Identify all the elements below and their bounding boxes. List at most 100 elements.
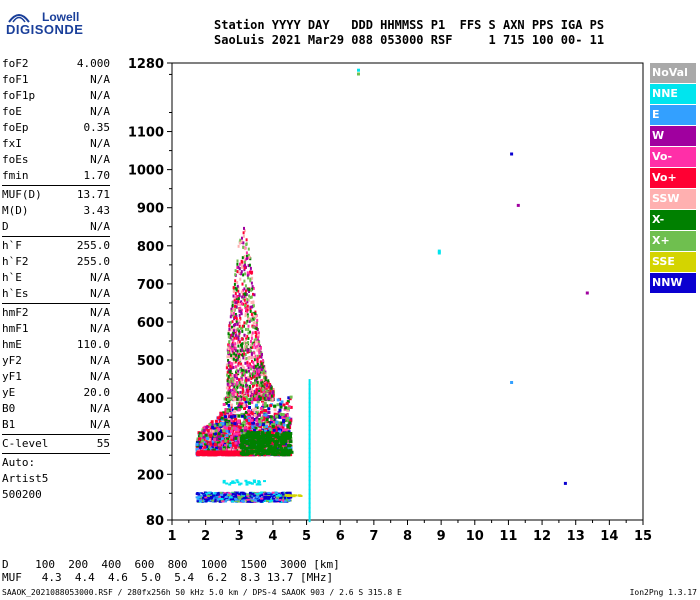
echo-point: [241, 295, 244, 299]
echo-point: [283, 438, 287, 442]
echo-point: [209, 442, 213, 446]
echo-point: [264, 413, 268, 417]
echo-point: [286, 453, 291, 457]
echo-point: [269, 397, 272, 401]
echo-point: [259, 346, 262, 350]
echo-point: [246, 308, 249, 312]
echo-point: [263, 367, 266, 371]
echo-point: [201, 452, 206, 456]
echo-point: [236, 391, 239, 395]
echo-point: [244, 272, 247, 276]
echo-point: [254, 394, 257, 398]
echo-point: [286, 427, 289, 431]
param-separator: [2, 185, 110, 186]
echo-point: [243, 443, 247, 447]
param-row-md: M(D) 3.43: [2, 203, 110, 219]
echo-point: [283, 446, 288, 450]
echo-point: [266, 423, 270, 427]
echo-point: [235, 427, 238, 431]
echo-point: [230, 307, 233, 311]
echo-point: [288, 491, 292, 494]
echo-point: [273, 404, 277, 408]
echo-point: [237, 397, 240, 400]
echo-point: [242, 241, 245, 245]
echo-point: [246, 335, 249, 338]
echo-point: [231, 320, 234, 324]
echo-point: [250, 495, 254, 498]
echo-point: [234, 441, 238, 445]
echo-point: [227, 361, 230, 365]
echo-point: [229, 369, 232, 373]
echo-point: [258, 392, 261, 396]
echo-point: [244, 361, 247, 365]
echo-point: [230, 354, 233, 358]
echo-point: [236, 427, 240, 431]
echo-point: [235, 432, 239, 436]
echo-point: [265, 431, 270, 435]
echo-point: [268, 438, 273, 442]
echo-point: [238, 426, 242, 430]
echo-point: [211, 440, 215, 444]
echo-point: [258, 340, 261, 344]
echo-point: [282, 428, 286, 432]
echo-point: [243, 324, 245, 328]
echo-point: [243, 415, 247, 419]
echo-point: [235, 387, 238, 391]
echo-point: [254, 389, 257, 393]
param-label: foF1: [2, 73, 29, 86]
echo-point: [246, 300, 249, 304]
echo-point: [215, 435, 219, 439]
param-label: yE: [2, 386, 16, 399]
echo-point: [258, 370, 261, 374]
echo-point: [214, 452, 219, 456]
echo-point: [250, 376, 253, 380]
param-row-hf2: h`F2 255.0: [2, 254, 110, 270]
echo-point: [250, 312, 253, 316]
echo-point: [280, 439, 284, 443]
header-labels: Station YYYY DAY DDD HHMMSS P1 FFS S AXN…: [214, 18, 605, 32]
echo-point: [251, 416, 254, 420]
echo-point: [229, 333, 232, 337]
echo-point: [235, 358, 238, 362]
echo-point: [253, 365, 256, 369]
echo-point: [272, 428, 276, 432]
echo-point: [251, 276, 254, 280]
echo-point: [229, 393, 232, 397]
echo-point: [255, 340, 258, 344]
param-row-foes: foEs N/A: [2, 152, 110, 168]
echo-point: [261, 393, 264, 397]
echo-point: [263, 453, 267, 457]
echo-point: [270, 386, 273, 390]
echo-point: [227, 422, 231, 426]
echo-point: [260, 381, 263, 385]
autoscaling-line2: Artist5: [2, 472, 49, 485]
echo-point: [265, 443, 270, 447]
echo-point: [227, 347, 230, 351]
echo-point: [251, 331, 254, 335]
echo-point: [241, 391, 244, 395]
param-label: C-level: [2, 437, 49, 450]
echo-point: [237, 341, 240, 345]
echo-point: [211, 435, 215, 439]
echo-point: [249, 277, 252, 281]
echo-point: [249, 346, 252, 350]
echo-point: [236, 259, 239, 263]
echo-point: [209, 434, 212, 438]
echo-point: [231, 304, 234, 307]
echo-point: [229, 361, 232, 365]
echo-point: [244, 400, 248, 404]
echo-point: [259, 425, 263, 429]
echo-point: [247, 264, 250, 268]
echo-point: [239, 326, 242, 330]
echo-point: [264, 429, 268, 433]
echo-point: [288, 440, 293, 444]
echo-point: [240, 414, 244, 418]
echo-point: [277, 427, 281, 431]
echo-point: [264, 420, 268, 424]
echo-point: [286, 450, 291, 454]
echo-point: [221, 422, 225, 426]
echo-point: [241, 453, 246, 456]
echo-point: [234, 349, 237, 353]
echo-point: [260, 355, 263, 359]
echo-point: [247, 276, 250, 280]
